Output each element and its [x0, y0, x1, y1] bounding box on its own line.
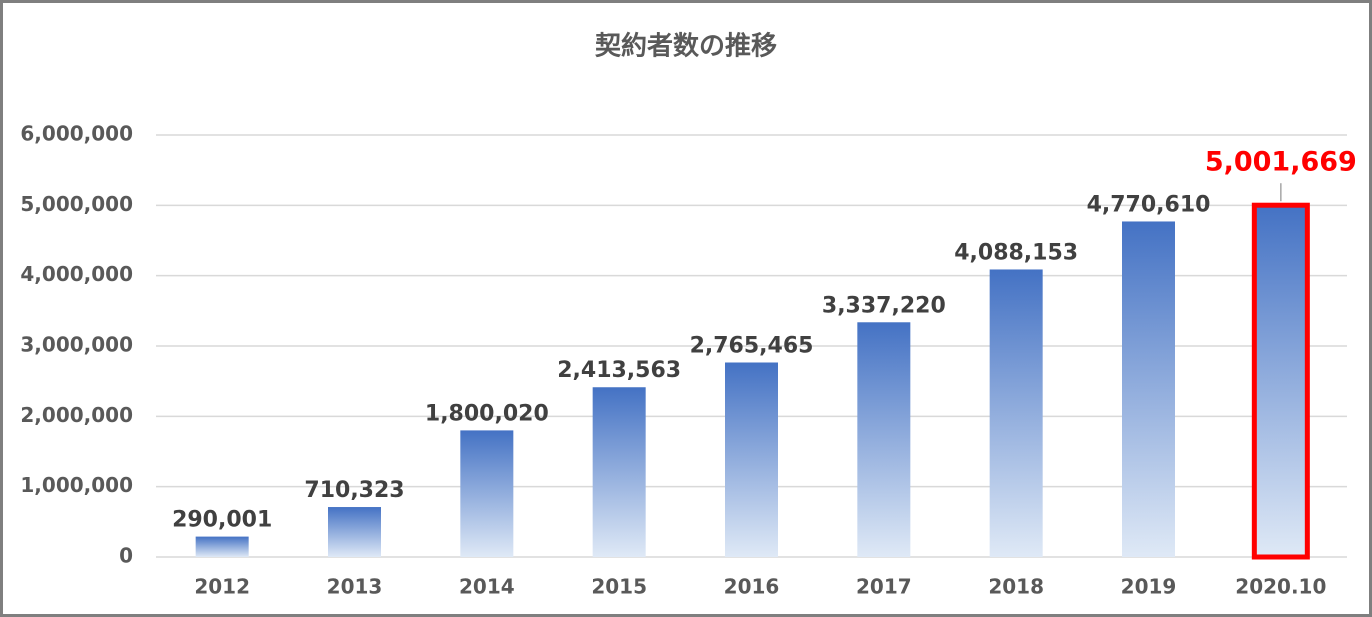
bar [1251, 202, 1310, 560]
x-tick-label: 2019 [1121, 575, 1177, 599]
bar [328, 507, 381, 557]
bar [592, 387, 646, 557]
data-label: 1,800,020 [425, 401, 549, 426]
x-tick-label: 2012 [194, 575, 250, 599]
data-label: 3,337,220 [822, 293, 946, 318]
bar [857, 322, 911, 557]
x-tick-label: 2017 [856, 575, 912, 599]
y-tick-label: 4,000,000 [20, 262, 133, 286]
data-label: 290,001 [172, 508, 272, 533]
x-tick-label: 2016 [724, 575, 780, 599]
bar [725, 362, 778, 557]
bar [460, 430, 514, 557]
y-tick-label: 3,000,000 [20, 333, 133, 357]
data-label: 4,088,153 [954, 240, 1078, 265]
bar [989, 269, 1043, 557]
bar [195, 536, 249, 557]
y-tick-label: 2,000,000 [20, 403, 133, 427]
x-tick-label: 2015 [591, 575, 647, 599]
data-label: 5,001,669 [1205, 147, 1357, 178]
y-tick-label: 0 [119, 544, 133, 568]
x-tick-label: 2020.10 [1235, 575, 1326, 599]
bar [1122, 221, 1175, 557]
y-tick-label: 1,000,000 [20, 473, 133, 497]
y-tick-label: 6,000,000 [20, 122, 133, 146]
x-tick-label: 2013 [327, 575, 383, 599]
chart-title: 契約者数の推移 [594, 31, 777, 62]
x-tick-label: 2014 [459, 575, 515, 599]
data-label: 4,770,610 [1087, 192, 1211, 217]
x-tick-label: 2018 [988, 575, 1044, 599]
data-label: 710,323 [304, 478, 404, 503]
y-tick-label: 5,000,000 [20, 192, 133, 216]
data-label: 2,413,563 [557, 358, 681, 383]
data-label: 2,765,465 [690, 333, 814, 358]
